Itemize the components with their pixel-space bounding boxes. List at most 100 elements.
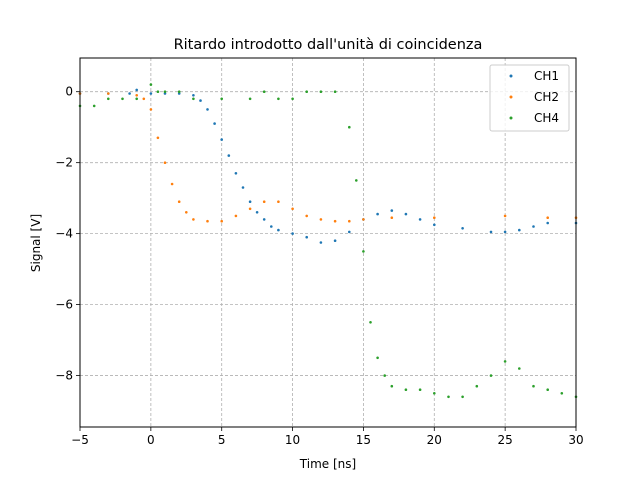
x-tick-label: 30 bbox=[568, 433, 583, 447]
legend-marker bbox=[509, 74, 513, 78]
data-point bbox=[532, 384, 535, 388]
data-point bbox=[177, 200, 181, 203]
data-point bbox=[107, 92, 110, 95]
x-axis: −5 0 5 10 15 20 25 30 bbox=[71, 427, 584, 447]
x-axis-label: Time [ns] bbox=[299, 457, 356, 471]
series-ch4 bbox=[78, 83, 578, 399]
data-point bbox=[489, 230, 493, 234]
data-point bbox=[475, 384, 479, 388]
legend-label: CH2 bbox=[534, 90, 559, 104]
data-point bbox=[503, 230, 507, 234]
data-point bbox=[461, 395, 464, 399]
legend-label: CH4 bbox=[534, 111, 559, 125]
data-point bbox=[163, 90, 167, 93]
data-point bbox=[220, 219, 223, 223]
data-point bbox=[192, 97, 195, 101]
data-point bbox=[383, 374, 387, 377]
data-point bbox=[262, 90, 266, 93]
data-point bbox=[418, 388, 422, 392]
data-point bbox=[163, 161, 167, 164]
data-point bbox=[433, 216, 436, 219]
legend-label: CH1 bbox=[534, 69, 559, 83]
data-point bbox=[177, 92, 181, 95]
data-point bbox=[546, 221, 549, 225]
data-point bbox=[560, 392, 564, 395]
data-point bbox=[156, 136, 160, 140]
data-point bbox=[333, 219, 337, 223]
data-point bbox=[192, 218, 195, 221]
data-point bbox=[248, 200, 252, 203]
data-point bbox=[135, 88, 138, 92]
data-point bbox=[170, 182, 174, 186]
data-point bbox=[518, 367, 521, 370]
data-point bbox=[277, 97, 280, 101]
data-point bbox=[107, 97, 110, 101]
y-axis-label: Signal [V] bbox=[29, 214, 43, 272]
data-point bbox=[206, 219, 209, 223]
x-tick-label: −5 bbox=[71, 433, 89, 447]
data-point bbox=[177, 90, 181, 93]
data-point bbox=[503, 214, 507, 218]
data-point bbox=[546, 388, 549, 392]
data-point bbox=[135, 97, 138, 101]
data-point bbox=[305, 235, 309, 239]
data-point bbox=[319, 218, 323, 221]
data-point bbox=[149, 83, 153, 86]
data-point bbox=[185, 211, 188, 214]
series-ch2 bbox=[78, 92, 578, 223]
data-point bbox=[213, 122, 216, 125]
data-point bbox=[149, 92, 153, 95]
data-point bbox=[461, 227, 464, 230]
y-tick-label: −4 bbox=[55, 227, 73, 241]
data-point bbox=[149, 108, 153, 111]
legend-marker bbox=[509, 116, 513, 120]
data-point bbox=[270, 225, 273, 228]
y-tick-label: −8 bbox=[55, 369, 73, 383]
data-point bbox=[262, 218, 266, 221]
x-tick-label: 15 bbox=[356, 433, 371, 447]
data-point bbox=[489, 374, 493, 377]
data-point bbox=[319, 90, 323, 93]
data-point bbox=[277, 228, 280, 232]
grid-lines bbox=[79, 58, 577, 427]
x-tick-label: 5 bbox=[218, 433, 226, 447]
legend-box bbox=[489, 64, 570, 132]
data-point bbox=[305, 90, 309, 93]
data-point bbox=[362, 218, 365, 221]
x-tick-label: 20 bbox=[427, 433, 442, 447]
data-point bbox=[376, 356, 379, 360]
data-point bbox=[433, 392, 436, 395]
data-point bbox=[503, 360, 507, 363]
data-point bbox=[518, 228, 521, 232]
data-point bbox=[390, 209, 394, 212]
y-tick-label: −2 bbox=[55, 156, 73, 170]
data-point bbox=[369, 321, 372, 324]
data-point bbox=[192, 94, 195, 97]
data-point bbox=[92, 104, 96, 108]
y-axis: 0 −2 −4 −6 −8 bbox=[55, 85, 80, 383]
data-point bbox=[156, 90, 160, 93]
data-point bbox=[418, 218, 422, 221]
data-point bbox=[433, 223, 436, 227]
y-tick-label: −6 bbox=[55, 298, 73, 312]
legend-marker bbox=[509, 95, 513, 99]
data-point bbox=[248, 97, 252, 101]
data-point bbox=[199, 99, 202, 102]
data-point bbox=[348, 230, 351, 234]
data-point bbox=[255, 211, 259, 214]
data-point bbox=[546, 216, 549, 219]
data-point bbox=[355, 179, 358, 182]
data-point bbox=[241, 186, 245, 189]
data-point bbox=[142, 97, 146, 101]
data-point bbox=[277, 200, 280, 203]
data-point bbox=[390, 384, 394, 388]
data-point bbox=[333, 90, 337, 93]
x-tick-label: 25 bbox=[498, 433, 513, 447]
x-tick-label: 0 bbox=[147, 433, 155, 447]
data-point bbox=[319, 241, 323, 244]
data-point bbox=[348, 125, 351, 129]
data-point bbox=[163, 92, 167, 95]
data-point bbox=[128, 92, 131, 95]
data-point bbox=[220, 97, 223, 101]
